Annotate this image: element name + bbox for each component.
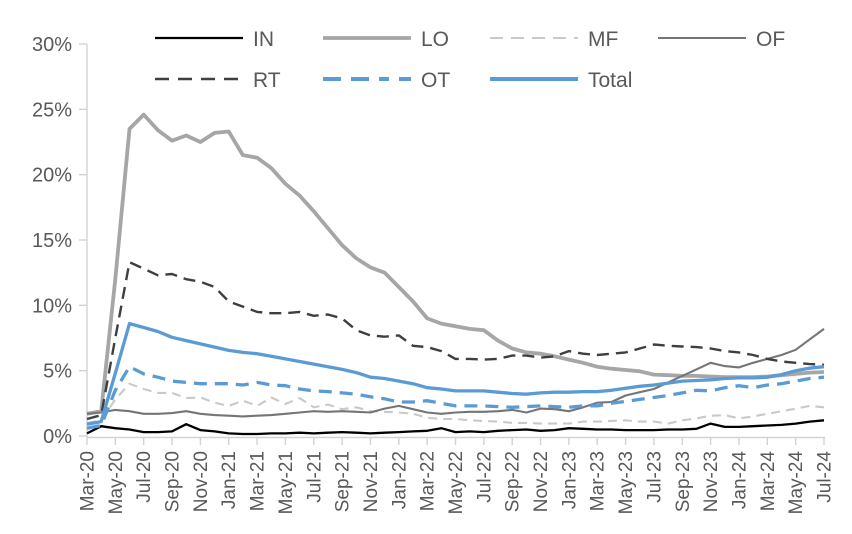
x-axis-label: Nov-20 <box>191 451 212 512</box>
series-line-in <box>86 419 825 436</box>
x-axis-label: Jan-22 <box>389 451 410 509</box>
x-axis-label: Jan-24 <box>730 451 751 510</box>
x-axis-label: Jul-24 <box>815 451 836 503</box>
x-axis-label: Sep-23 <box>673 451 694 512</box>
legend-label-lo: LO <box>421 28 449 51</box>
x-axis-label: Mar-24 <box>758 451 779 512</box>
y-axis-label: 15% <box>32 230 72 252</box>
y-axis-label: 10% <box>32 295 72 317</box>
legend-label-rt: RT <box>253 69 281 92</box>
y-axis-label: 20% <box>32 165 72 187</box>
series-line-total <box>86 321 825 426</box>
series-line-of <box>86 328 825 418</box>
x-axis-label: Jan-23 <box>559 451 580 509</box>
x-axis-label: May-22 <box>446 451 467 514</box>
legend-label-mf: MF <box>588 28 618 51</box>
y-axis-label: 30% <box>32 34 72 56</box>
series-line-rt <box>86 261 825 421</box>
legend-label-in: IN <box>253 28 274 51</box>
x-axis-label: Nov-23 <box>701 451 722 512</box>
x-axis-label: Mar-21 <box>248 451 269 511</box>
x-axis-label: Sep-21 <box>333 451 354 512</box>
series-line-lo <box>86 112 825 416</box>
x-axis-label: Jul-20 <box>134 451 155 503</box>
x-axis-label: May-21 <box>276 451 297 514</box>
x-axis-label: Jul-23 <box>644 451 665 503</box>
x-axis-label: Nov-22 <box>531 451 552 512</box>
x-axis-label: Sep-22 <box>503 451 524 512</box>
x-axis-label: Sep-20 <box>163 451 184 512</box>
series-line-mf <box>86 382 825 425</box>
x-axis-label: Jul-21 <box>304 451 325 503</box>
x-axis-label: Jan-21 <box>219 451 240 509</box>
y-axis-label: 5% <box>43 361 72 383</box>
x-axis-label: Mar-23 <box>588 451 609 511</box>
y-axis-label: 0% <box>43 426 72 448</box>
series-line-ot <box>86 365 825 430</box>
x-axis-label: Nov-21 <box>361 451 382 512</box>
x-axis-label: Mar-22 <box>418 451 439 511</box>
x-axis-label: May-23 <box>616 451 637 514</box>
x-axis-label: May-20 <box>106 451 127 514</box>
legend-label-of: OF <box>756 28 785 51</box>
x-axis-label: Mar-20 <box>78 451 99 511</box>
legend-label-total: Total <box>588 69 632 92</box>
x-axis-label: Jul-22 <box>474 451 495 503</box>
legend-label-ot: OT <box>421 69 450 92</box>
x-axis-label: May-24 <box>786 451 807 515</box>
y-axis-label: 25% <box>32 99 72 121</box>
